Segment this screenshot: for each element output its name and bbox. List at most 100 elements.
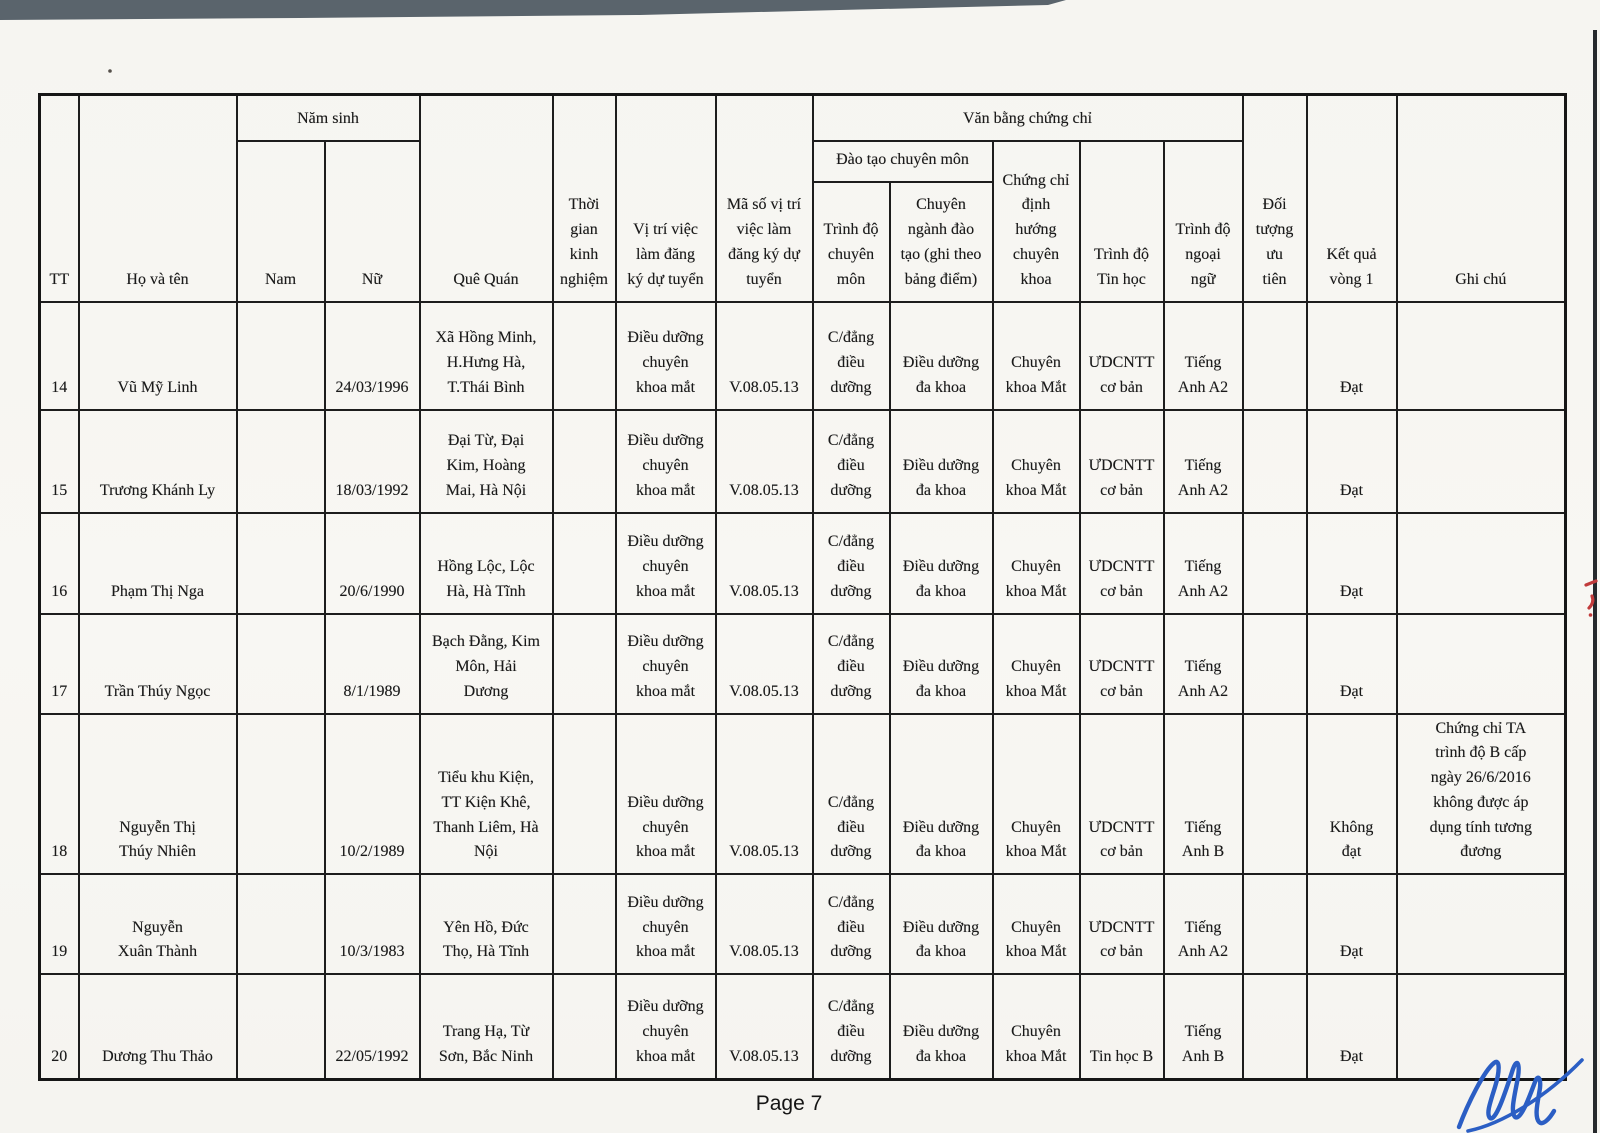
cell-specialty-cert: Chuyên khoa Mắt <box>991 712 1081 876</box>
cell-qualification: C/đẳng điều dưỡng <box>811 873 891 976</box>
cell-qualification: C/đẳng điều dưỡng <box>811 300 891 411</box>
cell-priority <box>1241 511 1308 615</box>
cell-hometown: Yên Hồ, Đức Thọ, Hà Tĩnh <box>418 873 554 976</box>
cell-qualification: C/đẳng điều dưỡng <box>811 511 891 615</box>
cell-result: Đạt <box>1305 612 1398 715</box>
cell-priority <box>1241 973 1308 1081</box>
cell-major: Điều dưỡng đa khoa <box>888 973 994 1081</box>
cell-name: Trần Thúy Ngọc <box>77 612 238 715</box>
cell-result: Đạt <box>1305 408 1398 514</box>
cell-hometown: Trang Hạ, Từ Sơn, Bắc Ninh <box>418 973 554 1081</box>
cell-note <box>1395 873 1567 976</box>
cell-specialty-cert: Chuyên khoa Mắt <box>991 408 1081 514</box>
cell-specialty-cert: Chuyên khoa Mắt <box>991 300 1081 411</box>
col-header-hometown: Quê Quán <box>418 93 554 303</box>
cell-position: Điều dưỡng chuyên khoa mắt <box>614 511 717 615</box>
cell-position: Điều dưỡng chuyên khoa mắt <box>614 873 717 976</box>
cell-position-code: V.08.05.13 <box>714 873 814 976</box>
col-group-certificates: Văn bằng chứng chỉ <box>811 93 1244 142</box>
cell-position-code: V.08.05.13 <box>714 612 814 715</box>
cell-name: Trương Khánh Ly <box>77 408 238 514</box>
cell-female-dob: 24/03/1996 <box>323 300 421 411</box>
cell-specialty-cert: Chuyên khoa Mắt <box>991 973 1081 1081</box>
col-header-priority: Đối tượng ưu tiên <box>1241 93 1308 303</box>
cell-position-code: V.08.05.13 <box>714 511 814 615</box>
cell-qualification: C/đẳng điều dưỡng <box>811 973 891 1081</box>
col-header-female: Nữ <box>323 139 421 303</box>
cell-name: Phạm Thị Nga <box>77 511 238 615</box>
cell-female-dob: 22/05/1992 <box>323 973 421 1081</box>
cell-male <box>235 873 326 976</box>
cell-name: Dương Thu Thảo <box>77 973 238 1081</box>
cell-major: Điều dưỡng đa khoa <box>888 873 994 976</box>
cell-male <box>235 612 326 715</box>
cell-language: Tiếng Anh A2 <box>1162 511 1244 615</box>
cell-result: Đạt <box>1305 873 1398 976</box>
cell-male <box>235 712 326 876</box>
cell-hometown: Bạch Đằng, Kim Môn, Hải Dương <box>418 612 554 715</box>
col-header-qualification-level: Trình độ chuyên môn <box>811 180 891 303</box>
cell-note <box>1395 408 1567 514</box>
cell-female-dob: 10/3/1983 <box>323 873 421 976</box>
red-pen-marks <box>1584 579 1598 617</box>
table-row: 18 Nguyễn Thị Thúy Nhiên 10/2/1989 Tiểu … <box>38 712 1567 876</box>
cell-priority <box>1241 712 1308 876</box>
candidate-table: TT Họ và tên Năm sinh Quê Quán Thời gian… <box>38 93 1568 1081</box>
table-row: 19 Nguyễn Xuân Thành 10/3/1983 Yên Hồ, Đ… <box>38 873 1567 976</box>
cell-priority <box>1241 300 1308 411</box>
cell-it-level: ƯDCNTT cơ bản <box>1078 300 1165 411</box>
cell-tt: 14 <box>38 300 80 411</box>
cell-result: Đạt <box>1305 973 1398 1081</box>
col-header-position: Vị trí việc làm đăng ký dự tuyển <box>614 93 717 303</box>
col-header-language-level: Trình độ ngoại ngữ <box>1162 139 1244 303</box>
scan-artifact-right-edge <box>1593 30 1597 1133</box>
cell-tt: 18 <box>38 712 80 876</box>
cell-tt: 15 <box>38 408 80 514</box>
col-header-round1-result: Kết quả vòng 1 <box>1305 93 1398 303</box>
cell-note <box>1395 511 1567 615</box>
cell-position: Điều dưỡng chuyên khoa mắt <box>614 408 717 514</box>
cell-female-dob: 8/1/1989 <box>323 612 421 715</box>
scan-speck <box>108 69 112 73</box>
cell-language: Tiếng Anh B <box>1162 973 1244 1081</box>
cell-experience <box>551 408 617 514</box>
cell-male <box>235 300 326 411</box>
cell-note: Chứng chỉ TA trình độ B cấp ngày 26/6/20… <box>1395 712 1567 876</box>
cell-note <box>1395 973 1567 1081</box>
cell-result: Không đạt <box>1305 712 1398 876</box>
cell-position: Điều dưỡng chuyên khoa mắt <box>614 712 717 876</box>
cell-major: Điều dưỡng đa khoa <box>888 712 994 876</box>
table-row: 17 Trần Thúy Ngọc 8/1/1989 Bạch Đằng, Ki… <box>38 612 1567 715</box>
cell-male <box>235 973 326 1081</box>
col-header-major: Chuyên ngành đào tạo (ghi theo bảng điểm… <box>888 180 994 303</box>
cell-name: Vũ Mỹ Linh <box>77 300 238 411</box>
cell-language: Tiếng Anh A2 <box>1162 612 1244 715</box>
cell-priority <box>1241 873 1308 976</box>
cell-tt: 16 <box>38 511 80 615</box>
cell-language: Tiếng Anh A2 <box>1162 873 1244 976</box>
cell-specialty-cert: Chuyên khoa Mắt <box>991 612 1081 715</box>
cell-experience <box>551 300 617 411</box>
cell-position-code: V.08.05.13 <box>714 300 814 411</box>
cell-position-code: V.08.05.13 <box>714 973 814 1081</box>
cell-result: Đạt <box>1305 511 1398 615</box>
cell-experience <box>551 873 617 976</box>
cell-experience <box>551 712 617 876</box>
cell-it-level: ƯDCNTT cơ bản <box>1078 408 1165 514</box>
cell-hometown: Đại Từ, Đại Kim, Hoàng Mai, Hà Nội <box>418 408 554 514</box>
cell-experience <box>551 612 617 715</box>
col-header-experience: Thời gian kinh nghiệm <box>551 93 617 303</box>
cell-note <box>1395 612 1567 715</box>
cell-hometown: Hồng Lộc, Lộc Hà, Hà Tĩnh <box>418 511 554 615</box>
col-header-it-level: Trình độ Tin học <box>1078 139 1165 303</box>
cell-major: Điều dưỡng đa khoa <box>888 511 994 615</box>
table-row: 15 Trương Khánh Ly 18/03/1992 Đại Từ, Đạ… <box>38 408 1567 514</box>
cell-note <box>1395 300 1567 411</box>
cell-female-dob: 18/03/1992 <box>323 408 421 514</box>
cell-specialty-cert: Chuyên khoa Mắt <box>991 873 1081 976</box>
cell-name: Nguyễn Xuân Thành <box>77 873 238 976</box>
col-group-professional-training: Đào tạo chuyên môn <box>811 139 994 183</box>
cell-language: Tiếng Anh B <box>1162 712 1244 876</box>
cell-hometown: Xã Hồng Minh, H.Hưng Hà, T.Thái Bình <box>418 300 554 411</box>
